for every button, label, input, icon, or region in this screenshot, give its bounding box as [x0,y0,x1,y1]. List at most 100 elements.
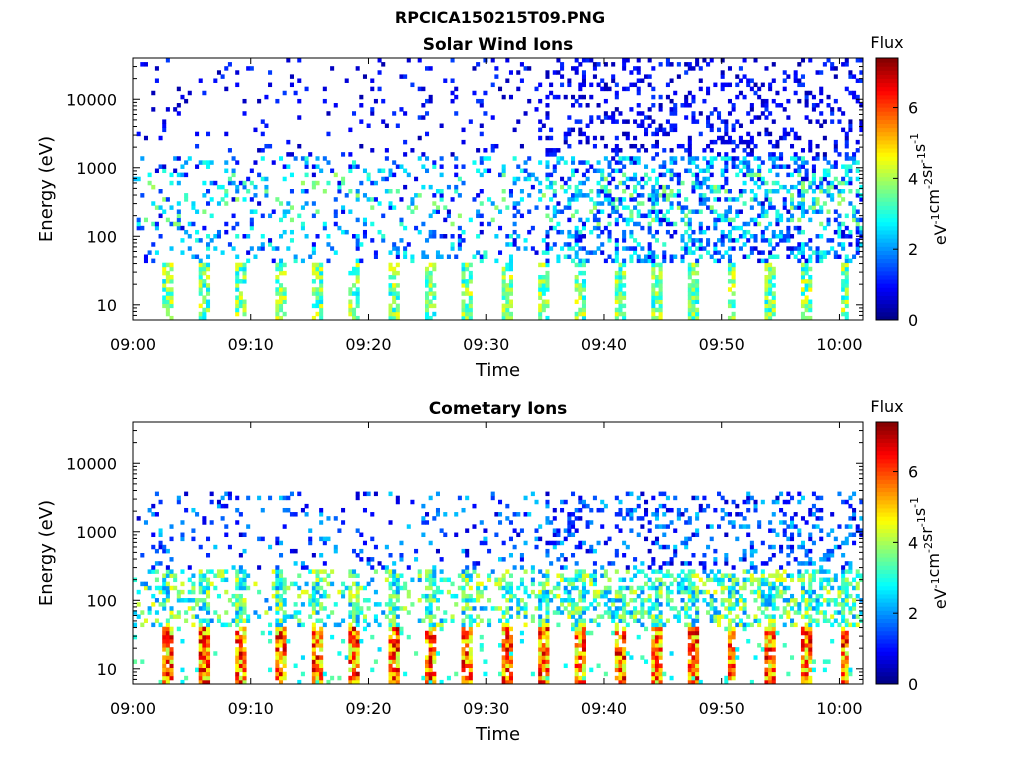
heatmap-cell [644,213,649,219]
heatmap-cell [603,589,608,595]
heatmap-cell [581,160,586,165]
heatmap-cell [362,614,367,619]
heatmap-cell [742,229,747,235]
heatmap-cell [731,103,736,108]
heatmap-cell [282,610,287,615]
heatmap-cell [538,287,543,292]
heatmap-cell [571,610,576,615]
heatmap-cell [640,119,645,124]
heatmap-cell [654,651,659,656]
heatmap-cell [158,585,163,591]
heatmap-cell [603,602,608,607]
heatmap-cell [720,577,725,583]
heatmap-cell [519,638,524,644]
heatmap-cell [760,180,765,186]
heatmap-cell [662,160,667,165]
heatmap-cell [275,569,280,574]
heatmap-cell [735,589,740,595]
heatmap-cell [147,507,152,513]
heatmap-cell [676,201,681,206]
heatmap-cell [669,172,674,178]
heatmap-cell [698,679,703,685]
heatmap-cell [516,598,521,603]
heatmap-cell [731,274,736,280]
heatmap-cell [249,217,254,223]
heatmap-cell [709,606,714,611]
heatmap-cell [833,66,838,71]
heatmap-cell [388,262,393,268]
heatmap-cell [567,176,572,182]
heatmap-cell [779,234,784,239]
heatmap-cell [797,225,802,231]
heatmap-cell [779,217,784,223]
heatmap-cell [395,622,400,628]
heatmap-cell [673,528,678,533]
heatmap-cell [260,156,265,161]
heatmap-cell [837,254,842,259]
heatmap-cell [162,667,167,673]
heatmap-cell [538,98,543,104]
heatmap-cell [738,160,743,165]
heatmap-cell [600,189,605,194]
heatmap-cell [523,614,528,619]
heatmap-cell [727,266,732,272]
heatmap-cell [468,671,473,677]
heatmap-cell [235,602,240,607]
heatmap-cell [206,630,211,636]
heatmap-cell [421,86,426,92]
heatmap-cell [275,589,280,595]
heatmap-cell [691,667,696,673]
heatmap-cell [804,307,809,313]
heatmap-cell [797,78,802,83]
heatmap-cell [206,131,211,137]
heatmap-cell [461,622,466,628]
heatmap-cell [395,311,400,317]
heatmap-cell [633,176,638,182]
heatmap-cell [216,229,221,235]
heatmap-cell [727,303,732,309]
heatmap-cell [731,156,736,161]
heatmap-cell [841,242,846,247]
heatmap-cell [530,225,535,231]
heatmap-cell [289,548,294,554]
heatmap-cell [315,234,320,239]
heatmap-cell [432,193,437,198]
heatmap-cell [162,262,167,268]
heatmap-cell [636,103,641,108]
heatmap-cell [731,565,736,570]
heatmap-cell [713,618,718,623]
heatmap-cell [852,152,857,157]
heatmap-cell [279,638,284,644]
heatmap-cell [282,675,287,681]
unit-exponent: -2 [922,178,935,189]
heatmap-cell [519,78,524,83]
heatmap-cell [545,581,550,587]
heatmap-cell [498,557,503,562]
heatmap-cell [727,287,732,292]
heatmap-cell [731,573,736,578]
heatmap-cell [822,225,827,231]
heatmap-cell [286,164,291,169]
heatmap-cell [629,143,634,149]
heatmap-cell [133,610,138,615]
heatmap-cell [841,197,846,202]
heatmap-cell [731,197,736,202]
heatmap-cell [315,164,320,169]
heatmap-cell [592,62,597,67]
heatmap-cell [198,643,203,648]
heatmap-cell [136,602,141,607]
heatmap-cell [541,675,546,681]
heatmap-cell [720,184,725,190]
heatmap-cell [461,299,466,305]
heatmap-cell [742,610,747,615]
heatmap-cell [545,184,550,190]
heatmap-cell [654,663,659,669]
heatmap-cell [844,283,849,288]
heatmap-cell [665,131,670,137]
heatmap-cell [654,667,659,673]
heatmap-cell [512,180,517,186]
colorbar-swatch [876,82,898,88]
heatmap-cell [753,618,758,623]
heatmap-cell [673,127,678,133]
heatmap-cell [147,172,152,178]
